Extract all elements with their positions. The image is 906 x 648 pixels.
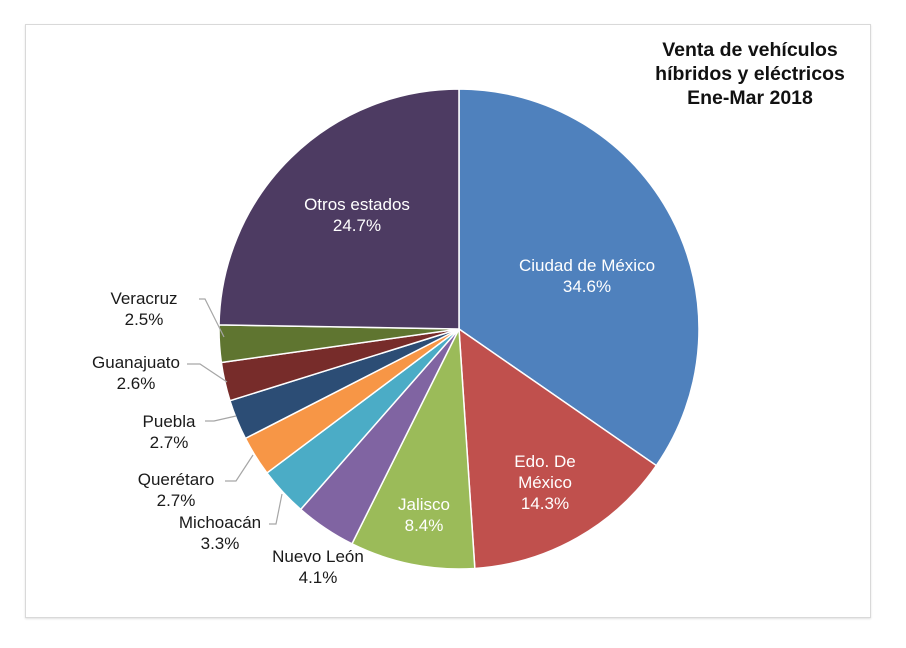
- label-value: 2.7%: [149, 433, 189, 452]
- label-value: 2.6%: [116, 374, 156, 393]
- chart-title-line-3: Ene-Mar 2018: [687, 87, 813, 109]
- pie-slices: [218, 88, 700, 570]
- leader-line-puebla: [205, 415, 237, 422]
- label-value: 2.7%: [156, 491, 196, 510]
- label-nuevo-leon: Nuevo León 4.1%: [272, 546, 364, 588]
- label-name: Nuevo León: [272, 547, 364, 566]
- label-value: 24.7%: [332, 216, 382, 235]
- label-value: 8.4%: [404, 516, 444, 535]
- label-michoacan: Michoacán 3.3%: [179, 512, 261, 554]
- chart-title: Venta de vehículos híbridos y eléctricos…: [630, 38, 870, 110]
- label-name: Michoacán: [178, 513, 262, 532]
- leader-line-queretaro: [225, 454, 254, 482]
- leader-line-michoacan: [269, 493, 283, 525]
- label-value: 4.1%: [298, 568, 338, 587]
- label-name: Puebla: [142, 412, 196, 431]
- label-name: Guanajuato: [92, 353, 180, 372]
- label-puebla: Puebla 2.7%: [143, 411, 196, 453]
- label-name-line-1: Edo. De: [514, 452, 576, 471]
- chart-title-line-1: Venta de vehículos: [662, 39, 838, 61]
- label-ciudad-de-mexico: Ciudad de México 34.6%: [519, 255, 655, 297]
- label-otros-estados: Otros estados 24.7%: [304, 194, 410, 236]
- chart-title-line-2: híbridos y eléctricos: [655, 63, 845, 85]
- pie-slice-otros-estados: [218, 88, 460, 330]
- label-name: Ciudad de México: [518, 256, 656, 275]
- label-value: 34.6%: [562, 277, 612, 296]
- label-name-line-2: México: [518, 473, 572, 492]
- label-edo-de-mexico: Edo. De México 14.3%: [514, 451, 575, 514]
- label-guanajuato: Guanajuato 2.6%: [92, 352, 180, 394]
- label-value: 3.3%: [200, 534, 240, 553]
- pie-slice-jalisco: [350, 326, 476, 570]
- leader-line-veracruz: [199, 298, 225, 338]
- label-value: 14.3%: [520, 494, 570, 513]
- leader-line-guanajuato: [187, 363, 228, 383]
- label-name: Jalisco: [398, 495, 450, 514]
- label-veracruz: Veracruz 2.5%: [110, 288, 177, 330]
- leader-lines: [187, 298, 283, 525]
- label-value: 2.5%: [124, 310, 164, 329]
- label-queretaro: Querétaro 2.7%: [138, 469, 215, 511]
- label-name: Otros estados: [304, 195, 410, 214]
- label-name: Veracruz: [110, 289, 178, 308]
- pie-slice-edo-de-mexico: [458, 327, 658, 570]
- label-name: Querétaro: [137, 470, 215, 489]
- pie-slice-ciudad-de-mexico: [458, 88, 700, 467]
- label-jalisco: Jalisco 8.4%: [398, 494, 450, 536]
